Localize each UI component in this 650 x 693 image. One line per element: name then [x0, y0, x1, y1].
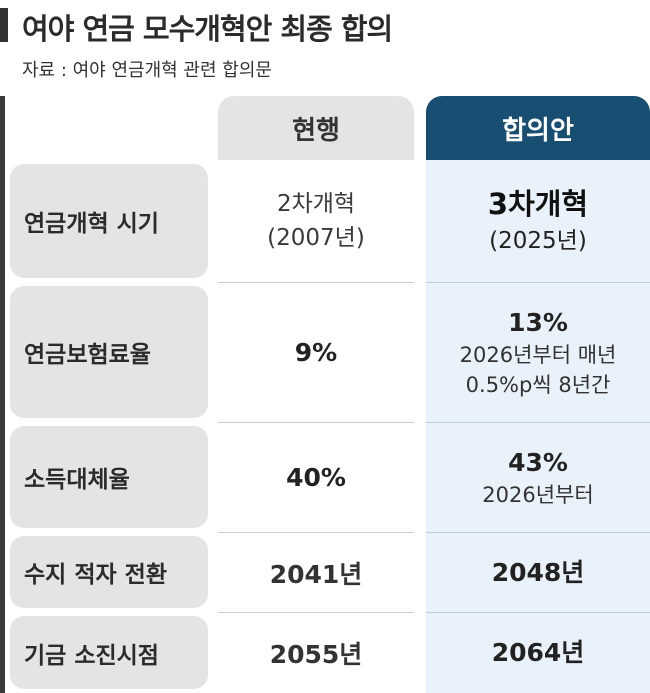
- row-divider: [218, 532, 414, 533]
- cell-text: 9%: [294, 337, 338, 367]
- cell-text: 0.5%p씩 8년간: [465, 372, 611, 397]
- row-divider: [426, 612, 650, 613]
- row-divider: [426, 422, 650, 423]
- cell-text: 2차개혁: [276, 191, 356, 217]
- cell-current-replacement-rate: 40%: [218, 423, 414, 532]
- left-rule: [0, 96, 5, 693]
- cell-text: 2064년: [491, 638, 585, 667]
- cell-agreement-replacement-rate: 43% 2026년부터: [426, 423, 650, 532]
- cell-text: (2025년): [489, 228, 587, 254]
- cell-current-reform-period: 2차개혁 (2007년): [218, 160, 414, 282]
- cell-agreement-contribution-rate: 13% 2026년부터 매년 0.5%p씩 8년간: [426, 283, 650, 422]
- row-label-deficit-turn: 수지 적자 전환: [10, 536, 208, 608]
- row-divider: [218, 612, 414, 613]
- cell-text: 2041년: [269, 559, 363, 589]
- row-label-contribution-rate: 연금보험료율: [10, 286, 208, 418]
- cell-text: 3차개혁: [487, 187, 589, 221]
- cell-text: (2007년): [267, 225, 365, 251]
- cell-current-deficit-turn: 2041년: [218, 533, 414, 612]
- cell-text: 13%: [508, 307, 568, 337]
- cell-text: 43%: [508, 447, 568, 477]
- title-accent-bar: [0, 8, 8, 42]
- column-header-agreement: 합의안: [426, 96, 650, 160]
- cell-agreement-deficit-turn: 2048년: [426, 533, 650, 612]
- cell-text: 2026년부터: [482, 482, 594, 507]
- cell-text: 2055년: [269, 640, 363, 669]
- cell-agreement-reform-period: 3차개혁 (2025년): [426, 160, 650, 282]
- row-divider: [426, 282, 650, 283]
- cell-text: 2048년: [491, 557, 585, 587]
- column-header-current: 현행: [218, 96, 414, 160]
- source-note: 자료 : 여야 연금개혁 관련 합의문: [22, 60, 272, 81]
- row-divider: [426, 532, 650, 533]
- cell-current-contribution-rate: 9%: [218, 283, 414, 422]
- row-label-fund-depletion: 기금 소진시점: [10, 616, 208, 689]
- cell-agreement-fund-depletion: 2064년: [426, 613, 650, 693]
- row-label-reform-period: 연금개혁 시기: [10, 164, 208, 278]
- cell-text: 2026년부터 매년: [459, 342, 617, 367]
- page-title: 여야 연금 모수개혁안 최종 합의: [22, 12, 393, 46]
- row-divider: [218, 282, 414, 283]
- cell-text: 40%: [286, 462, 346, 492]
- row-label-replacement-rate: 소득대체율: [10, 426, 208, 528]
- row-divider: [218, 422, 414, 423]
- cell-current-fund-depletion: 2055년: [218, 613, 414, 693]
